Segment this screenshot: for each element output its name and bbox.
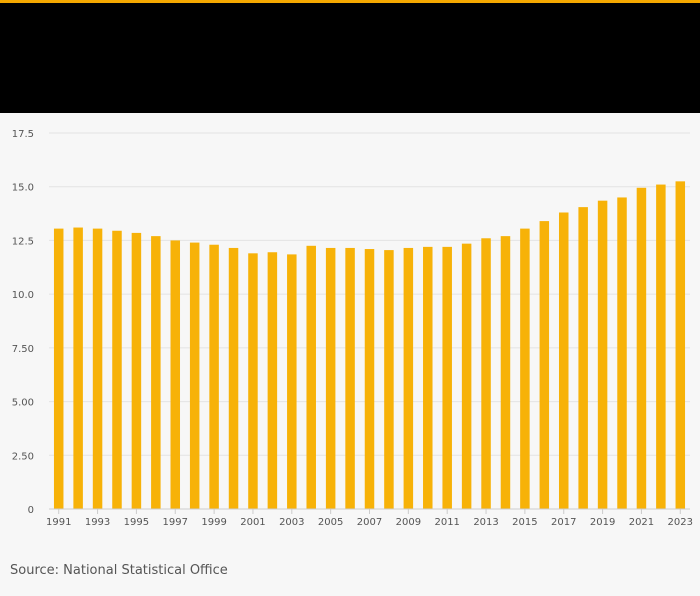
- x-tick-label: 2013: [473, 517, 498, 528]
- y-tick-label: 15.0: [12, 183, 34, 194]
- source-note: Source: National Statistical Office: [10, 563, 228, 578]
- y-tick-label: 5.00: [12, 398, 34, 409]
- x-tick-label: 2003: [279, 517, 304, 528]
- bar-1991: [53, 228, 64, 509]
- bar-2012: [461, 243, 472, 509]
- bar-1998: [189, 242, 200, 509]
- top-accent-bar: [0, 0, 700, 3]
- x-tick-label: 2019: [590, 517, 615, 528]
- x-tick-label: 1995: [124, 517, 149, 528]
- x-tick-label: 2015: [512, 517, 537, 528]
- bar-1999: [209, 244, 219, 509]
- bar-1997: [170, 240, 181, 509]
- x-axis-ticks: 1991 1993 1995 1997 1999 2001 2003 2005 2007 2009…: [46, 509, 693, 528]
- bar-2004: [306, 245, 316, 510]
- bar-1996: [151, 236, 161, 509]
- bar-2015: [520, 228, 530, 509]
- bar-2001: [248, 253, 258, 509]
- x-tick-label: 1999: [201, 517, 226, 528]
- bar-2021: [636, 187, 647, 509]
- y-tick-label: 10.0: [12, 290, 34, 301]
- bar-2020: [617, 197, 627, 509]
- y-tick-label: 0: [28, 505, 34, 516]
- bar-2000: [228, 247, 239, 509]
- y-tick-label: 12.5: [12, 236, 34, 247]
- bar-2006: [345, 247, 355, 509]
- bar-1993: [92, 228, 103, 509]
- bar-2022: [656, 184, 666, 509]
- y-tick-label: 7.50: [12, 344, 34, 355]
- x-tick-label: 2021: [629, 517, 654, 528]
- y-axis-ticks: 0 2.50 5.00 7.50 10.0 12.5 15.0 17.5: [12, 129, 34, 516]
- bar-2010: [423, 246, 433, 510]
- bar-2003: [287, 254, 297, 509]
- bar-2002: [267, 252, 278, 509]
- x-tick-label: 2001: [240, 517, 265, 528]
- x-tick-label: 2007: [357, 517, 382, 528]
- x-tick-label: 2009: [396, 517, 421, 528]
- bar-2008: [384, 250, 394, 509]
- x-tick-label: 2011: [434, 517, 459, 528]
- x-tick-label: 1997: [163, 517, 188, 528]
- header-band: [0, 3, 700, 113]
- y-tick-label: 2.50: [12, 451, 34, 462]
- bar-2011: [442, 246, 452, 510]
- bar-1992: [73, 227, 83, 509]
- bar-1994: [112, 230, 122, 509]
- bar-2019: [597, 200, 608, 509]
- bar-2007: [364, 249, 375, 509]
- y-tick-label: 17.5: [12, 129, 34, 140]
- x-tick-label: 2005: [318, 517, 343, 528]
- bar-2018: [578, 207, 588, 509]
- bars: [53, 181, 686, 510]
- bar-2014: [500, 236, 511, 509]
- bar-2009: [403, 247, 414, 509]
- bar-2013: [481, 238, 491, 509]
- bar-1995: [131, 232, 142, 509]
- bar-2017: [558, 212, 569, 510]
- x-tick-label: 2023: [668, 517, 693, 528]
- x-tick-label: 1991: [46, 517, 71, 528]
- x-tick-label: 1993: [85, 517, 110, 528]
- x-tick-label: 2017: [551, 517, 576, 528]
- chart-area: 0 2.50 5.00 7.50 10.0 12.5 15.0 17.5 1991 1993 19…: [0, 113, 700, 543]
- bar-2005: [325, 247, 336, 509]
- bar-2016: [539, 221, 550, 509]
- bar-2023: [675, 181, 686, 509]
